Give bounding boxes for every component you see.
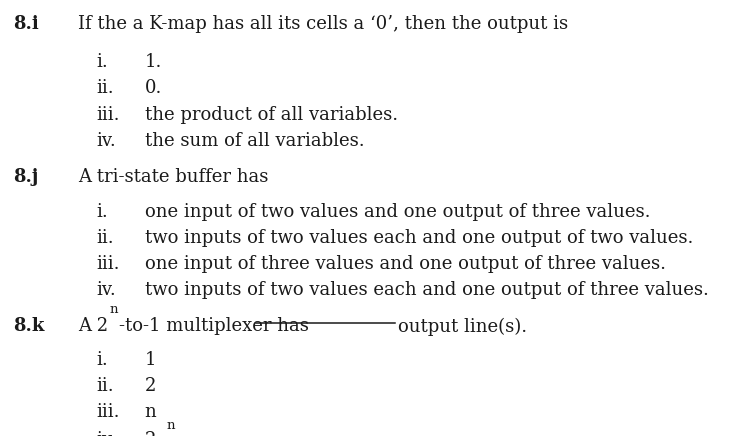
Text: the sum of all variables.: the sum of all variables. bbox=[145, 132, 364, 150]
Text: 0.: 0. bbox=[145, 79, 162, 97]
Text: 8.i: 8.i bbox=[13, 15, 39, 33]
Text: i.: i. bbox=[96, 53, 108, 71]
Text: n: n bbox=[145, 403, 157, 421]
Text: output line(s).: output line(s). bbox=[398, 317, 527, 336]
Text: 1.: 1. bbox=[145, 53, 162, 71]
Text: -to-1 multiplexer has: -to-1 multiplexer has bbox=[119, 317, 309, 335]
Text: the product of all variables.: the product of all variables. bbox=[145, 106, 398, 123]
Text: 8.k: 8.k bbox=[13, 317, 45, 335]
Text: 2: 2 bbox=[145, 431, 156, 436]
Text: n: n bbox=[109, 303, 117, 317]
Text: i.: i. bbox=[96, 351, 108, 369]
Text: n: n bbox=[166, 419, 174, 433]
Text: A tri-state buffer has: A tri-state buffer has bbox=[78, 168, 269, 186]
Text: iv.: iv. bbox=[96, 431, 116, 436]
Text: iii.: iii. bbox=[96, 255, 120, 273]
Text: i.: i. bbox=[96, 203, 108, 221]
Text: A 2: A 2 bbox=[78, 317, 108, 335]
Text: one input of two values and one output of three values.: one input of two values and one output o… bbox=[145, 203, 650, 221]
Text: iv.: iv. bbox=[96, 132, 116, 150]
Text: 8.j: 8.j bbox=[13, 168, 39, 186]
Text: two inputs of two values each and one output of two values.: two inputs of two values each and one ou… bbox=[145, 229, 693, 247]
Text: iii.: iii. bbox=[96, 106, 120, 123]
Text: ii.: ii. bbox=[96, 229, 114, 247]
Text: If the a K-map has all its cells a ‘0’, then the output is: If the a K-map has all its cells a ‘0’, … bbox=[78, 15, 568, 33]
Text: two inputs of two values each and one output of three values.: two inputs of two values each and one ou… bbox=[145, 281, 709, 299]
Text: ii.: ii. bbox=[96, 79, 114, 97]
Text: iii.: iii. bbox=[96, 403, 120, 421]
Text: iv.: iv. bbox=[96, 281, 116, 299]
Text: 1: 1 bbox=[145, 351, 156, 369]
Text: one input of three values and one output of three values.: one input of three values and one output… bbox=[145, 255, 666, 273]
Text: ii.: ii. bbox=[96, 377, 114, 395]
Text: 2: 2 bbox=[145, 377, 156, 395]
